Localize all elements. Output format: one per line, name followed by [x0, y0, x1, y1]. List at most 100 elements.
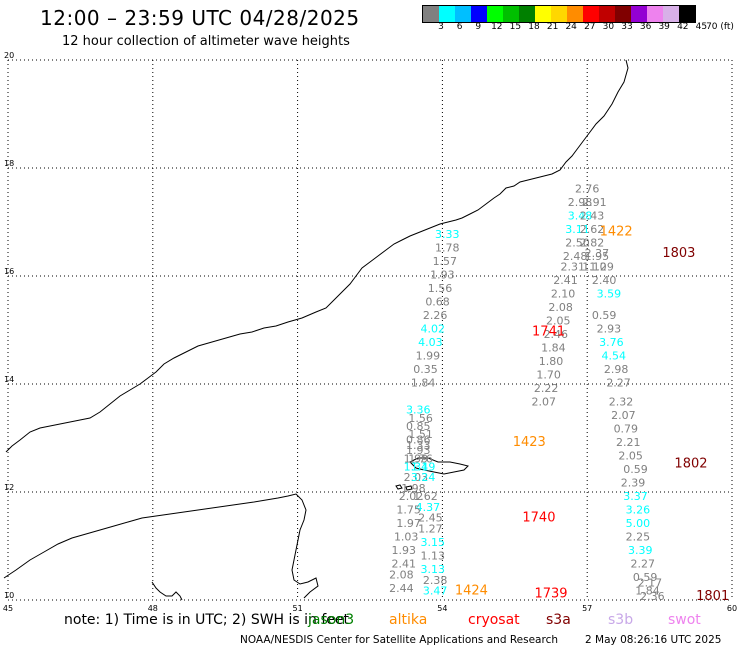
wave-height-value: 3.11 — [565, 223, 590, 236]
wave-height-value: 1.19 — [411, 460, 436, 473]
colorbar-tick-label: 30 — [602, 22, 615, 32]
lat-tick-label: 18 — [4, 159, 14, 168]
wave-height-value: 2.91 — [582, 196, 607, 209]
wave-height-value: 0.85 — [406, 420, 431, 433]
track-time-label: 1423 — [513, 435, 546, 450]
wave-height-value: 3.37 — [623, 490, 648, 503]
wave-height-value: 2.02 — [399, 490, 424, 503]
wave-height-value: 2.44 — [389, 582, 414, 595]
wave-height-value: 2.93 — [597, 323, 622, 336]
lon-tick-label: 48 — [148, 604, 158, 613]
wave-height-value: 2.48 — [563, 250, 588, 263]
wave-height-value: 2.62 — [580, 223, 605, 236]
wave-height-value: 4.54 — [601, 350, 626, 363]
wave-height-value: 3.24 — [411, 471, 436, 484]
wave-height-value: 1.80 — [539, 355, 564, 368]
wave-height-value: 2.39 — [621, 477, 646, 490]
wave-height-value: 4.37 — [416, 501, 441, 514]
map-title: 12:00 – 23:59 UTC 04/28/2025 — [40, 6, 360, 30]
wave-height-value: 3.26 — [626, 504, 651, 517]
wave-height-value: 0.59 — [623, 463, 648, 476]
lat-lon-grid — [7, 59, 733, 601]
track-time-label: 1741 — [532, 324, 565, 339]
wave-height-value: 3.13 — [420, 563, 445, 576]
colorbar-swatch — [663, 6, 679, 22]
wave-height-value: 2.08 — [548, 301, 573, 314]
colorbar-swatch — [535, 6, 551, 22]
wave-height-value: 0.86 — [406, 433, 431, 446]
lat-tick-label: 12 — [4, 483, 14, 492]
satellite-legend-swot: swot — [668, 612, 701, 628]
wave-height-value: 2.37 — [585, 247, 610, 260]
wave-height-value: 2.38 — [423, 574, 448, 587]
colorbar-swatch — [471, 6, 487, 22]
colorbar-tick-labels: 3 6 9 12 15 18 21 24 27 30 33 36 39 42 45 70 (ft) — [422, 22, 740, 34]
wave-height-value: 2.43 — [580, 209, 605, 222]
satellite-legend-altika: altika — [389, 612, 428, 628]
wave-height-value: 3.39 — [628, 544, 653, 557]
footer-timestamp: 2 May 08:26:16 UTC 2025 — [585, 634, 722, 646]
wave-height-value: 2.05 — [546, 315, 571, 328]
colorbar-tick-label: 39 — [658, 22, 670, 32]
coastline — [3, 59, 629, 601]
lat-tick-label: 16 — [4, 267, 14, 276]
axis-tick-labels: 45 48 51 54 57 60 20 18 16 14 12 10 — [3, 51, 737, 613]
wave-height-value: 1.29 — [589, 261, 614, 274]
wave-height-value: 1.93 — [406, 444, 431, 457]
wave-height-value: 2.25 — [626, 531, 651, 544]
wave-height-value: 1.33 — [406, 439, 431, 452]
wave-height-value: 2.17 — [638, 577, 663, 590]
wave-height-value: 2.36 — [640, 590, 665, 603]
wave-height-value: 1.03 — [394, 531, 419, 544]
colorbar-tick-label: 18 — [528, 22, 540, 32]
colorbar-swatch — [631, 6, 647, 22]
wave-height-value: 1.27 — [418, 523, 443, 536]
satellite-legend-jason3: jason3 — [308, 612, 355, 628]
wave-height-value: 2.26 — [423, 309, 448, 322]
colorbar-swatch — [551, 6, 567, 22]
colorbar-swatch — [583, 6, 599, 22]
wave-height-value: 2.22 — [534, 382, 559, 395]
wave-height-value: 3.59 — [597, 288, 622, 301]
wave-height-value: 1.62 — [413, 490, 438, 503]
wave-height-value: 0.59 — [633, 571, 658, 584]
colorbar-swatch — [519, 6, 535, 22]
colorbar-swatch — [615, 6, 631, 22]
colorbar-swatch — [679, 6, 695, 22]
colorbar-swatch — [503, 6, 519, 22]
colorbar-swatch — [423, 6, 439, 22]
colorbar-swatch — [439, 6, 455, 22]
track-time-label: 1424 — [455, 584, 488, 599]
wave-height-value: 2.45 — [418, 512, 443, 525]
track-time-label: 1801 — [696, 589, 729, 604]
wave-height-value: 1.84 — [411, 377, 436, 390]
wave-height-value: 1.75 — [396, 504, 421, 517]
wave-height-colorbar — [422, 5, 696, 23]
wave-height-value: 1.98 — [401, 482, 426, 495]
wave-height-value: 2.03 — [404, 471, 429, 484]
wave-height-value: 3.36 — [406, 404, 431, 417]
wave-height-value: 2.32 — [609, 396, 634, 409]
wave-height-value: 2.27 — [606, 377, 631, 390]
footer-credit: NOAA/NESDIS Center for Satellite Applica… — [240, 634, 558, 646]
colorbar-tick-label: 21 — [546, 22, 559, 32]
wave-height-value: 1.70 — [536, 369, 561, 382]
wave-height-value: 2.07 — [611, 409, 636, 422]
satellite-legend-s3b: s3b — [608, 612, 634, 628]
colorbar-tick-label: 42 — [677, 22, 689, 32]
wave-height-value: 2.31 — [560, 261, 585, 274]
colorbar-tick-label: 45 — [695, 22, 708, 32]
wave-height-value: 2.08 — [389, 568, 414, 581]
wave-height-value: 1.99 — [404, 452, 429, 465]
wave-height-value: 1.95 — [585, 250, 610, 263]
colorbar-tick-label: 36 — [639, 22, 652, 32]
colorbar-swatch — [599, 6, 615, 22]
wave-height-value: 1.93 — [430, 269, 455, 282]
satellite-legend-cryosat: cryosat — [468, 612, 520, 628]
wave-height-value: 1.13 — [420, 550, 445, 563]
wave-height-value: 2.21 — [616, 436, 641, 449]
wave-height-value: 4.03 — [418, 336, 443, 349]
lat-tick-label: 10 — [4, 591, 14, 600]
wave-height-value: 2.76 — [575, 182, 600, 195]
